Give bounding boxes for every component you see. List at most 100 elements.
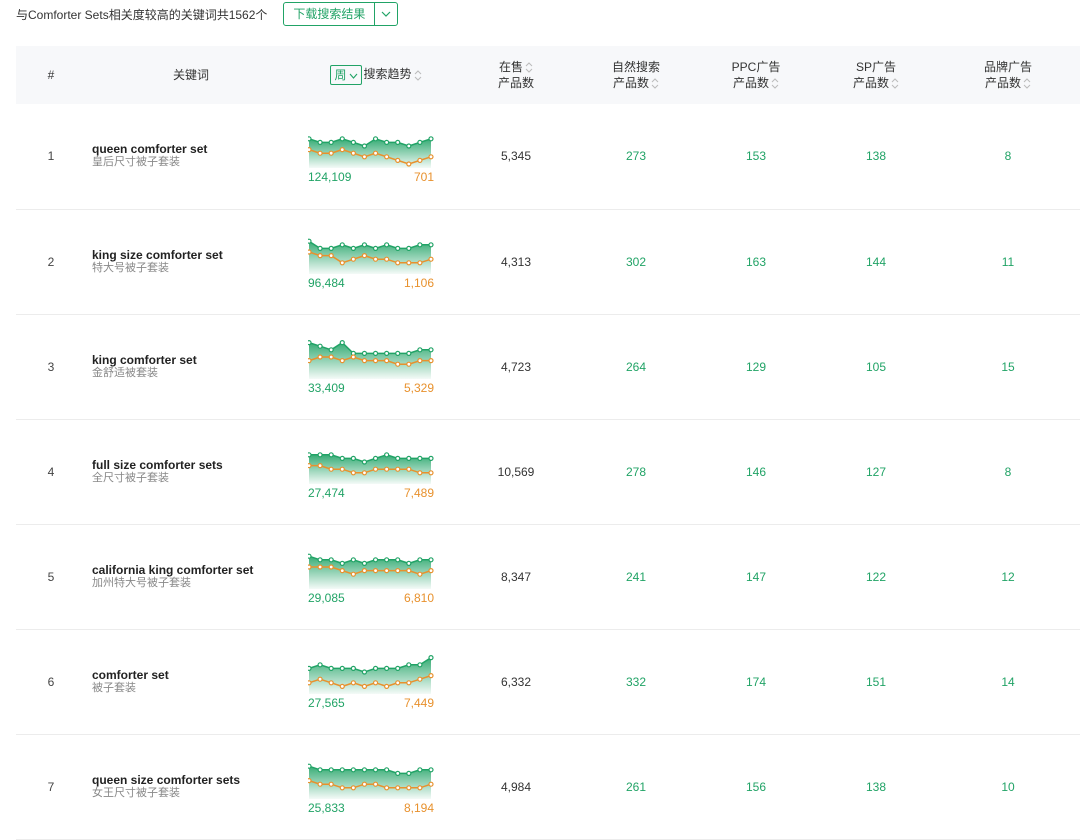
trend-cell[interactable]: 25,833 8,194 [296, 734, 456, 839]
col-organic[interactable]: 自然搜索 产品数 [576, 46, 696, 104]
volume-trend-line-point [339, 766, 345, 772]
rank-trend-line-point [350, 353, 356, 360]
col-trend[interactable]: 周 搜索趋势 [296, 46, 456, 104]
keyword-text[interactable]: king size comforter set [92, 247, 223, 262]
chevron-down-icon[interactable] [374, 3, 397, 25]
table-row[interactable]: 2 king size comforter set 特大号被子套装 96,484 1,1… [16, 209, 1080, 314]
trend-sparkline[interactable] [308, 759, 434, 799]
trend-cell[interactable]: 29,085 6,810 [296, 524, 456, 629]
trend-sparkline[interactable] [308, 234, 434, 274]
rank-trend-line-point [384, 357, 390, 363]
trend-sparkline[interactable] [308, 339, 434, 379]
toolbar: 与Comforter Sets相关度较高的关键词共1562个 下载搜索结果 [16, 0, 399, 28]
search-rank: 8,194 [403, 800, 434, 815]
rank-trend-line-point [428, 469, 434, 475]
table-row[interactable]: 3 king comforter set 金舒适被套装 33,409 5,329 4,72… [16, 314, 1080, 419]
sort-icon[interactable] [414, 69, 422, 81]
volume-trend-line-point [428, 766, 434, 772]
keyword-cell[interactable]: king comforter set 金舒适被套装 [86, 314, 296, 419]
table-row[interactable]: 5 california king comforter set 加州特大号被子套装 2… [16, 524, 1080, 629]
table-row[interactable]: 6 comforter set 被子套装 27,565 7,449 6,332 332 174… [16, 629, 1080, 734]
volume-trend-line-point [328, 451, 334, 457]
trend-cell[interactable]: 124,109 701 [296, 104, 456, 209]
rank-trend-line-point [361, 683, 368, 689]
rank-trend-line-point [395, 567, 401, 573]
rank-trend-line-point [308, 777, 312, 783]
trend-cell[interactable]: 96,484 1,106 [296, 209, 456, 314]
volume-trend-line-point [339, 665, 345, 671]
on-sale-count: 4,313 [500, 254, 532, 269]
volume-trend-line-point [395, 245, 401, 251]
rank-trend-line-point [361, 154, 368, 160]
table-row[interactable]: 4 full size comforter sets 全尺寸被子套装 27,474 7,… [16, 419, 1080, 524]
trend-sparkline[interactable] [308, 654, 434, 694]
rank-trend-line-point [384, 567, 390, 573]
keyword-text[interactable]: full size comforter sets [92, 457, 223, 472]
sort-icon[interactable] [651, 78, 659, 90]
sort-icon[interactable] [771, 78, 779, 90]
trend-area [309, 454, 431, 484]
volume-trend-line-point [317, 661, 323, 667]
volume-trend-line [308, 240, 431, 249]
trend-cell[interactable]: 27,565 7,449 [296, 629, 456, 734]
keyword-text[interactable]: queen comforter set [92, 142, 208, 157]
col-ppc[interactable]: PPC广告 产品数 [696, 46, 816, 104]
rank-trend-line-point [361, 469, 368, 475]
brand-count: 15 [1001, 359, 1015, 374]
rank-trend-line-point [372, 256, 379, 262]
col-on-sale[interactable]: 在售 产品数 [456, 46, 576, 104]
trend-sparkline[interactable] [308, 128, 434, 169]
keyword-cell[interactable]: queen size comforter sets 女王尺寸被子套装 [86, 734, 296, 839]
download-results-button[interactable]: 下载搜索结果 [283, 2, 399, 26]
keyword-text[interactable]: california king comforter set [92, 562, 254, 577]
rank-trend-line-point [372, 679, 379, 685]
trend-cell[interactable]: 33,409 5,329 [296, 314, 456, 419]
table-row[interactable]: 1 queen comforter set 皇后尺寸被子套装 124,109 701 5,… [16, 104, 1080, 209]
keyword-text[interactable]: queen size comforter sets [92, 772, 241, 787]
rank-trend-line-point [308, 462, 312, 468]
volume-trend-line-point [428, 455, 434, 461]
brand-count: 11 [1001, 254, 1015, 269]
trend-sparkline[interactable] [308, 549, 434, 589]
organic-label-1: 自然搜索 [611, 60, 660, 74]
volume-trend-line-point [350, 245, 356, 251]
rank-trend-line-point [395, 259, 401, 265]
keyword-text[interactable]: comforter set [92, 667, 169, 682]
keyword-cell[interactable]: full size comforter sets 全尺寸被子套装 [86, 419, 296, 524]
rank-trend-line-point [361, 781, 368, 787]
row-index: 7 [47, 779, 55, 794]
sort-icon[interactable] [525, 62, 533, 74]
trend-cell[interactable]: 27,474 7,489 [296, 419, 456, 524]
sort-icon[interactable] [891, 78, 899, 90]
search-volume: 124,109 [308, 170, 352, 185]
sort-icon[interactable] [1023, 78, 1031, 90]
col-sp[interactable]: SP广告 产品数 [816, 46, 936, 104]
row-index: 5 [47, 569, 55, 584]
ppc-count: 129 [745, 359, 767, 374]
volume-trend-line-point [406, 770, 412, 776]
trend-sparkline[interactable] [308, 444, 434, 484]
volume-trend-line-point [417, 241, 423, 247]
rank-trend-line-point [328, 466, 334, 472]
volume-trend-line-point [406, 661, 412, 667]
volume-trend-line-point [417, 346, 423, 352]
keyword-cell[interactable]: california king comforter set 加州特大号被子套装 [86, 524, 296, 629]
brand-count: 14 [1001, 674, 1015, 689]
volume-trend-line-point [339, 339, 345, 345]
volume-trend-line-point [308, 553, 312, 559]
keyword-cell[interactable]: king size comforter set 特大号被子套装 [86, 209, 296, 314]
period-select[interactable]: 周 [330, 65, 362, 85]
table-row[interactable]: 7 queen size comforter sets 女王尺寸被子套装 25,833… [16, 734, 1080, 839]
brand-label-1: 品牌广告 [983, 60, 1032, 74]
volume-trend-line-point [417, 766, 423, 772]
col-brand[interactable]: 品牌广告 产品数 [936, 46, 1080, 104]
on-sale-count: 8,347 [500, 569, 532, 584]
keyword-cell[interactable]: comforter set 被子套装 [86, 629, 296, 734]
volume-trend-line-point [328, 346, 334, 352]
keyword-text[interactable]: king comforter set [92, 352, 197, 367]
keyword-cell[interactable]: queen comforter set 皇后尺寸被子套装 [86, 104, 296, 209]
volume-trend-line-point [417, 455, 423, 461]
search-rank: 1,106 [403, 275, 434, 290]
rank-trend-line-point [406, 784, 412, 790]
ppc-count: 147 [745, 569, 767, 584]
